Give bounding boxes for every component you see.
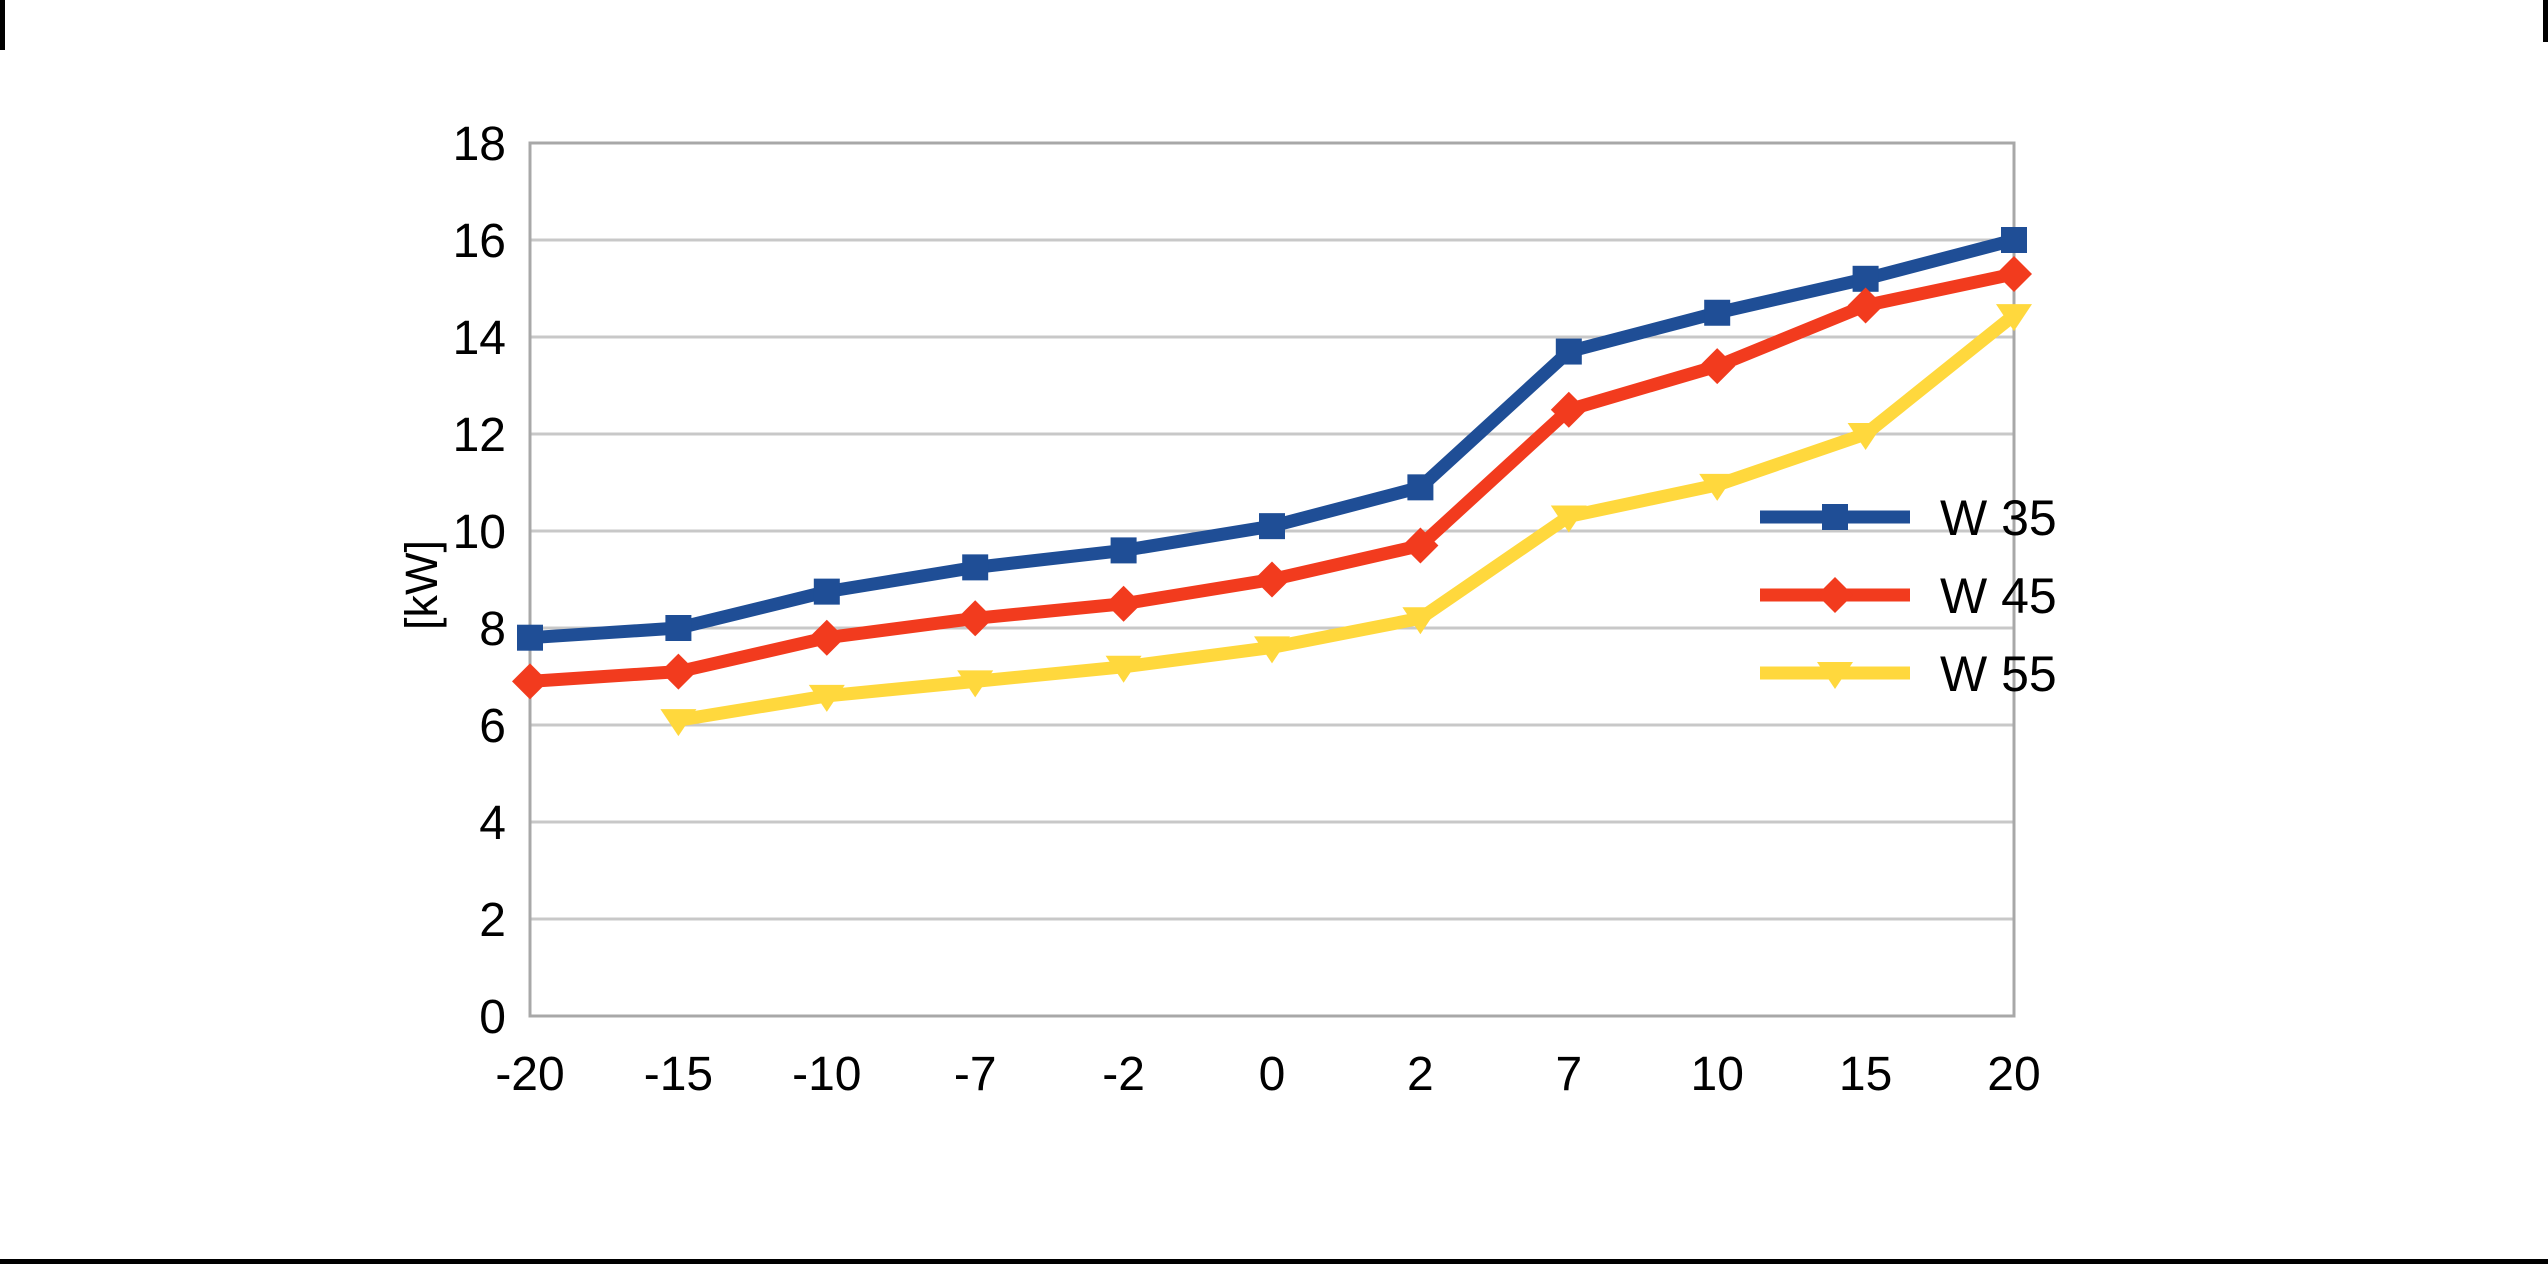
y-tick-label: 8 [479,603,506,656]
legend-label-w-55: W 55 [1940,646,2057,702]
marker-diamond-w-45 [1402,527,1439,564]
frame-top-left-edge [0,0,5,50]
y-tick-label: 12 [453,409,506,462]
marker-triangle-w-55 [1699,473,1736,501]
marker-square-w-35 [1852,265,1879,292]
marker-diamond-w-45 [957,600,994,637]
marker-square-w-35 [813,578,840,605]
marker-square-w-35 [962,554,989,581]
marker-triangle-w-55 [1550,505,1587,533]
marker-diamond-w-45 [660,653,697,690]
marker-square-w-35 [517,624,543,651]
marker-triangle-w-55 [808,684,845,712]
marker-diamond-w-45 [1996,255,2032,292]
x-tick-label: 20 [1987,1048,2040,1101]
x-tick-label: -10 [792,1048,861,1101]
frame-bottom-edge [0,1259,2548,1264]
marker-triangle-w-55 [1254,636,1290,664]
marker-diamond-w-45 [808,619,845,656]
marker-square-w-35 [1704,299,1731,326]
y-tick-label: 2 [479,894,506,947]
legend-label-w-45: W 45 [1940,568,2057,624]
marker-square-w-35 [1555,338,1582,365]
x-tick-label: 0 [1259,1048,1286,1101]
x-tick-label: 7 [1555,1048,1582,1101]
x-tick-label: 10 [1691,1048,1744,1101]
marker-diamond-legend-w-45 [1817,577,1853,613]
x-tick-label: -7 [954,1048,997,1101]
marker-triangle-w-55 [1402,607,1439,635]
marker-square-w-35 [1110,537,1137,564]
x-tick-label: 15 [1839,1048,1892,1101]
x-tick-label: -2 [1102,1048,1145,1101]
x-tick-label: 2 [1407,1048,1434,1101]
y-axis-title: [kW] [396,540,447,630]
legend-label-w-35: W 35 [1940,490,2057,546]
marker-diamond-w-45 [1254,561,1290,598]
frame-top-right-edge [2543,0,2548,42]
plot-border [528,141,2016,1018]
marker-diamond-w-45 [1105,585,1142,622]
series-line-w-55 [671,308,2021,727]
y-tick-label: 4 [479,797,506,850]
marker-square-w-35 [665,615,692,641]
marker-square-w-35 [2001,227,2027,253]
marker-diamond-w-45 [1699,348,1736,385]
marker-diamond-w-45 [1847,287,1884,324]
marker-diamond-w-45 [1550,391,1587,428]
marker-triangle-w-55 [1996,304,2032,332]
marker-triangle-w-55 [1105,655,1142,683]
marker-triangle-w-55 [957,670,994,698]
y-tick-label: 18 [453,118,506,171]
y-tick-label: 0 [479,991,506,1044]
marker-diamond-w-45 [512,663,548,700]
marker-triangle-w-55 [660,709,697,737]
y-tick-label: 14 [453,312,506,365]
y-tick-label: 6 [479,700,506,753]
x-tick-label: -15 [644,1048,713,1101]
y-tick-label: 16 [453,215,506,268]
marker-square-legend-w-35 [1822,504,1848,530]
x-tick-label: -20 [495,1048,564,1101]
marker-triangle-w-55 [1847,423,1884,450]
marker-square-w-35 [1407,474,1434,501]
series-line-w-45 [523,267,2021,688]
marker-triangle-legend-w-55 [1817,662,1853,689]
y-tick-label: 10 [453,506,506,559]
marker-square-w-35 [1259,513,1285,540]
